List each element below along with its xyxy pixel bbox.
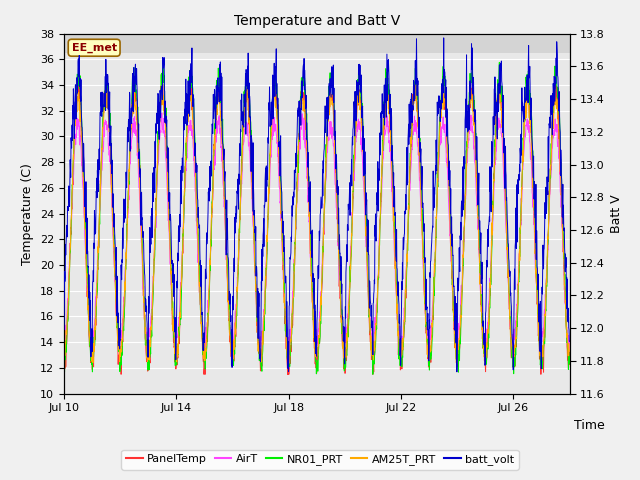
Y-axis label: Temperature (C): Temperature (C) [22,163,35,264]
Text: EE_met: EE_met [72,43,116,53]
Legend: PanelTemp, AirT, NR01_PRT, AM25T_PRT, batt_volt: PanelTemp, AirT, NR01_PRT, AM25T_PRT, ba… [122,450,518,469]
Bar [64,34,570,53]
Y-axis label: Batt V: Batt V [611,194,623,233]
X-axis label: Time: Time [575,419,605,432]
Title: Temperature and Batt V: Temperature and Batt V [234,14,400,28]
